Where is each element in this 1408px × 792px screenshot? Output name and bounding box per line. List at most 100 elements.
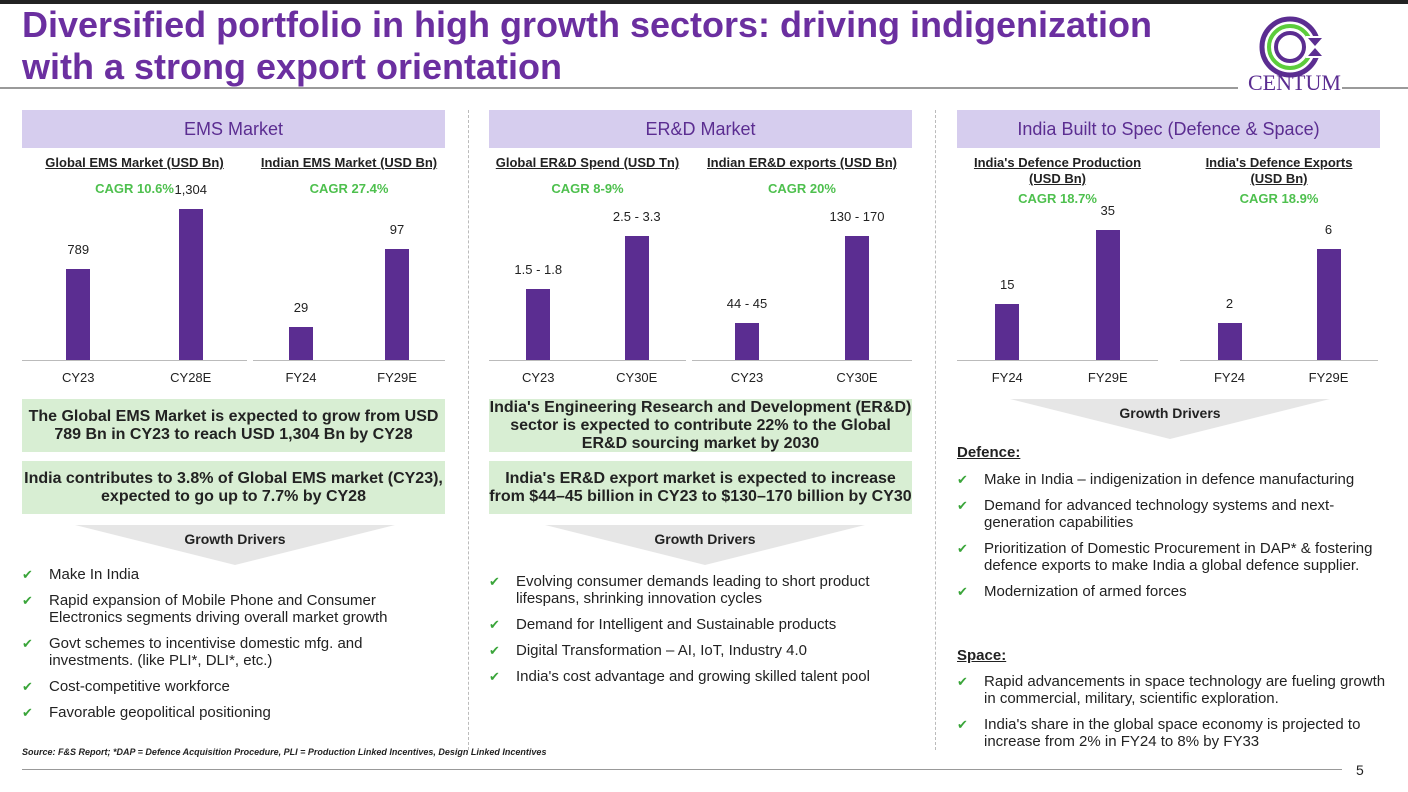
data-label: 44 - 45 [726, 296, 768, 312]
bar-chart: 15 35 India's Defence Production (USD Bn) C… [957, 155, 1158, 395]
cagr-label: CAGR 27.4% [309, 181, 389, 196]
bar [289, 326, 313, 360]
highlight-box: India's ER&D export market is expected t… [489, 461, 912, 514]
top-border [0, 0, 1408, 4]
checkmark-icon: ✔ [22, 567, 33, 582]
list-item-text: Modernization of armed forces [984, 583, 1187, 600]
list-item-text: Demand for advanced technology systems a… [984, 497, 1335, 531]
list-item: ✔ Prioritization of Domestic Procurement … [957, 540, 1387, 574]
x-tick-label: FY24 [1213, 370, 1246, 385]
list-item-text: Demand for Intelligent and Sustainable p… [516, 616, 837, 633]
column-separator [935, 110, 936, 750]
bar-chart: 2 6 India's Defence Exports (USD Bn) CAGR 1… [1180, 155, 1378, 395]
growth-drivers-banner: Growth Drivers [1010, 399, 1330, 439]
plot-area: 789 1,304 [22, 155, 247, 361]
ems-drivers-list: ✔ Make In India ✔ Rapid expansion of Mobile… [22, 566, 442, 730]
bar [624, 236, 649, 360]
checkmark-icon: ✔ [22, 679, 33, 694]
data-label: 15 [1000, 277, 1015, 293]
data-label: 29 [293, 299, 309, 315]
list-item-text: Make in India – indigenization in defenc… [984, 471, 1355, 488]
list-item: ✔ India's cost advantage and growing skil… [489, 668, 919, 685]
bar [995, 304, 1020, 360]
plot-area: 1.5 - 1.8 2.5 - 3.3 [489, 155, 686, 361]
checkmark-icon: ✔ [957, 674, 968, 689]
checkmark-icon: ✔ [489, 669, 500, 684]
chart-title: India's Defence Exports (USD Bn) [1205, 155, 1353, 186]
list-item-text: Favorable geopolitical positioning [49, 704, 271, 721]
highlight-box: The Global EMS Market is expected to gro… [22, 399, 445, 452]
chart-title: Global ER&D Spend (USD Tn) [495, 155, 680, 170]
x-tick-label: CY23 [730, 370, 764, 385]
x-tick-label: FY24 [991, 370, 1023, 385]
data-label: 130 - 170 [829, 209, 885, 224]
growth-drivers-banner: Growth Drivers [75, 525, 395, 565]
highlight-box: India contributes to 3.8% of Global EMS … [22, 461, 445, 514]
list-item: ✔ Cost-competitive workforce [22, 678, 442, 695]
checkmark-icon: ✔ [957, 717, 968, 732]
bar-chart: 29 97 Indian EMS Market (USD Bn) CAGR 27.4%… [253, 155, 445, 395]
list-item: ✔ Evolving consumer demands leading to sh… [489, 573, 919, 607]
chart-title: Indian ER&D exports (USD Bn) [707, 155, 897, 170]
x-tick-label: CY23 [521, 370, 555, 385]
cagr-label: CAGR 20% [768, 181, 836, 196]
defence-space-header: India Built to Spec (Defence & Space) [957, 110, 1380, 148]
bar-column: 35 [1058, 203, 1158, 360]
data-label: 1,304 [174, 182, 208, 197]
plot-area: 44 - 45 130 - 170 [692, 155, 912, 361]
x-tick-label: CY30E [836, 370, 878, 385]
space-drivers-list: ✔ Rapid advancements in space technology … [957, 673, 1387, 759]
list-item: ✔ Rapid advancements in space technology … [957, 673, 1387, 707]
checkmark-icon: ✔ [22, 636, 33, 651]
checkmark-icon: ✔ [957, 498, 968, 513]
bar-column: 1,304 [141, 182, 241, 360]
list-item-text: Prioritization of Domestic Procurement i… [984, 540, 1373, 574]
bar-column: 44 - 45 [697, 296, 797, 360]
highlight-box: India's Engineering Research and Develop… [489, 398, 912, 452]
x-tick-label: CY23 [61, 370, 95, 385]
bar [1095, 230, 1120, 360]
space-label: Space: [957, 647, 1007, 664]
bar-column: 2 [1180, 296, 1280, 360]
checkmark-icon: ✔ [22, 705, 33, 720]
x-tick-label: FY29E [377, 370, 417, 385]
bar [526, 289, 551, 360]
list-item-text: Govt schemes to incentivise domestic mfg… [49, 635, 363, 669]
data-label: 1.5 - 1.8 [514, 262, 563, 278]
checkmark-icon: ✔ [489, 617, 500, 632]
data-label: 35 [1100, 203, 1115, 218]
defence-drivers-list: ✔ Make in India – indigenization in defen… [957, 471, 1387, 609]
x-tick-label: CY28E [170, 370, 212, 385]
bar [735, 323, 759, 360]
erd-drivers-list: ✔ Evolving consumer demands leading to sh… [489, 573, 919, 694]
divider [1342, 87, 1408, 89]
checkmark-icon: ✔ [489, 574, 500, 589]
bar [178, 209, 203, 360]
defence-label: Defence: [957, 444, 1021, 461]
list-item: ✔ Digital Transformation – AI, IoT, Indus… [489, 642, 919, 659]
cagr-label: CAGR 18.7% [1018, 191, 1097, 206]
checkmark-icon: ✔ [22, 593, 33, 608]
bar-column: 15 [957, 277, 1057, 360]
data-label: 789 [67, 241, 90, 257]
bar-column: 97 [347, 222, 447, 360]
data-label: 2.5 - 3.3 [612, 209, 661, 224]
list-item: ✔ Rapid expansion of Mobile Phone and Con… [22, 592, 442, 626]
logo-text: CENTUM [1248, 70, 1341, 95]
bar-column: 1.5 - 1.8 [488, 262, 588, 360]
list-item-text: India's share in the global space econom… [984, 716, 1361, 750]
x-tick-label: FY29E [1308, 370, 1349, 385]
list-item: ✔ Demand for advanced technology systems … [957, 497, 1387, 531]
bar-chart: 44 - 45 130 - 170 Indian ER&D exports (USD… [692, 155, 912, 395]
page-title: Diversified portfolio in high growth sec… [22, 4, 1153, 87]
x-tick-label: CY30E [616, 370, 658, 385]
bar-column: 130 - 170 [807, 209, 907, 360]
chart-title: Global EMS Market (USD Bn) [45, 155, 224, 170]
source-note: Source: F&S Report; *DAP = Defence Acqui… [22, 747, 547, 757]
list-item-text: Rapid expansion of Mobile Phone and Cons… [49, 592, 388, 626]
chart-title: India's Defence Production (USD Bn) [973, 155, 1142, 186]
checkmark-icon: ✔ [957, 472, 968, 487]
bar-column: 29 [251, 300, 351, 360]
list-item: ✔ India's share in the global space econo… [957, 716, 1387, 750]
